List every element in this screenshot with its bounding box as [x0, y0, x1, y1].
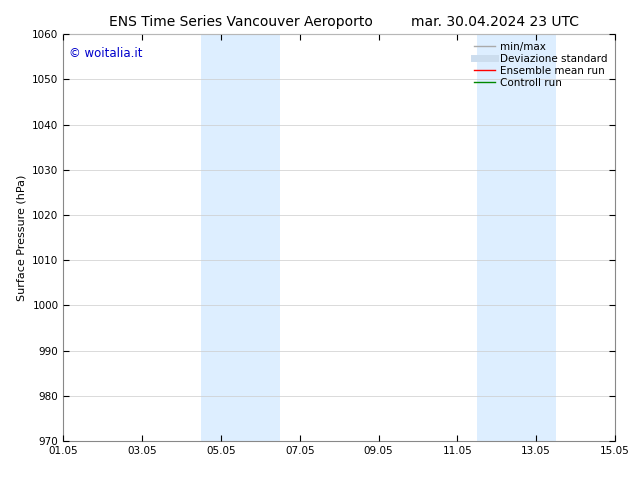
Bar	[477, 34, 517, 441]
Bar	[241, 34, 280, 441]
Text: © woitalia.it: © woitalia.it	[69, 47, 143, 59]
Y-axis label: Surface Pressure (hPa): Surface Pressure (hPa)	[16, 174, 27, 301]
Text: mar. 30.04.2024 23 UTC: mar. 30.04.2024 23 UTC	[411, 15, 578, 29]
Bar	[202, 34, 241, 441]
Bar	[517, 34, 556, 441]
Legend: min/max, Deviazione standard, Ensemble mean run, Controll run: min/max, Deviazione standard, Ensemble m…	[470, 37, 612, 92]
Text: ENS Time Series Vancouver Aeroporto: ENS Time Series Vancouver Aeroporto	[109, 15, 373, 29]
